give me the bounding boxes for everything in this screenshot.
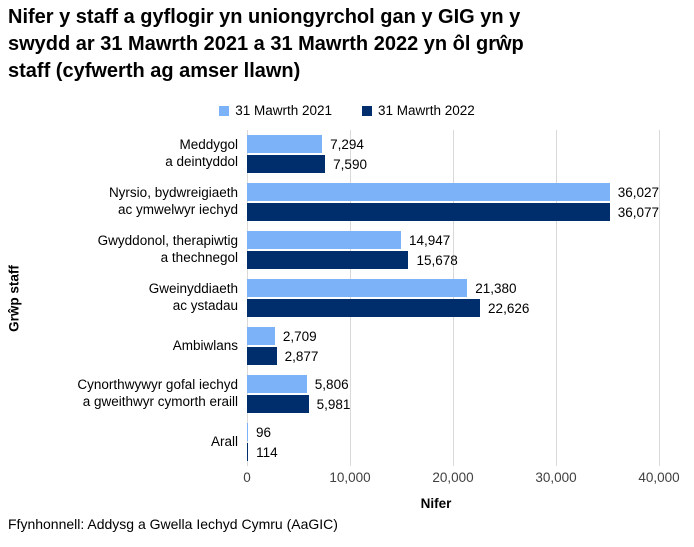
bar-group: 7,294 7,590	[247, 130, 659, 178]
bar-31-mawrth-2021	[247, 327, 275, 345]
bar-line: 7,294	[247, 135, 659, 153]
bar-value-label: 36,027	[617, 184, 659, 200]
bar-line: 36,027	[247, 183, 659, 201]
x-axis-title: Nifer	[420, 496, 452, 511]
source-note: Ffynhonnell: Addysg a Gwella Iechyd Cymr…	[8, 516, 338, 532]
legend-label: 31 Mawrth 2021	[235, 103, 332, 118]
legend-item-2: 31 Mawrth 2022	[362, 103, 475, 118]
bar-line: 5,806	[247, 375, 659, 393]
bar-31-mawrth-2021	[247, 231, 401, 249]
chart-title: Nifer y staff a gyflogir yn uniongyrchol…	[8, 6, 524, 82]
bar-31-mawrth-2022	[247, 251, 409, 269]
bar-group: 5,806 5,981	[247, 370, 659, 418]
bar-group: 96 114	[247, 418, 659, 466]
bar-value-label: 7,590	[333, 156, 367, 172]
bar-line: 2,709	[247, 327, 659, 345]
bar-31-mawrth-2022	[247, 395, 309, 413]
gridline	[556, 130, 557, 466]
bar-value-label: 5,981	[316, 396, 351, 412]
category-label: Cynorthwywyr gofal iechyd a gweithwyr cy…	[77, 377, 238, 409]
bar-value-label: 14,947	[408, 232, 451, 248]
bar-31-mawrth-2022	[247, 347, 277, 365]
legend-swatch-icon	[362, 105, 372, 116]
bar-line: 21,380	[247, 279, 659, 297]
bar-group: 21,380 22,626	[247, 274, 659, 322]
gridline	[453, 130, 454, 466]
bar-31-mawrth-2021	[247, 183, 610, 201]
bar-line: 14,947	[247, 231, 659, 249]
bar-line: 2,877	[247, 347, 659, 365]
bar-line: 114	[247, 443, 659, 461]
bar-value-label: 5,806	[314, 376, 349, 392]
bar-value-label: 21,380	[475, 280, 517, 296]
bar-31-mawrth-2021	[247, 375, 307, 393]
bar-line: 5,981	[247, 395, 659, 413]
legend-swatch-icon	[219, 105, 230, 116]
bar-group: 36,027 36,077	[247, 178, 659, 226]
category-label: Meddygol a deintyddol	[165, 137, 238, 169]
gridline	[350, 130, 351, 466]
bar-value-label: 22,626	[488, 300, 530, 316]
category-labels: Meddygol a deintyddol Nyrsio, bydwreigiae…	[26, 130, 238, 466]
gridline	[659, 130, 660, 466]
legend: 31 Mawrth 2021 31 Mawrth 2022	[0, 103, 694, 118]
bar-value-label: 2,709	[282, 328, 317, 344]
category-label: Ambiwlans	[172, 337, 238, 353]
bar-value-label: 36,077	[617, 204, 659, 220]
x-tick-label: 40,000	[638, 470, 680, 485]
category-label: Gwyddonol, therapiwtig a thechnegol	[97, 233, 238, 265]
chart-area: Grŵp staff Meddygol a deintyddol Nyrsio, …	[0, 130, 694, 466]
bar-line: 7,590	[247, 155, 659, 173]
bar-group: 2,709 2,877	[247, 322, 659, 370]
y-axis-title: Grŵp staff	[6, 265, 22, 332]
legend-item-1: 31 Mawrth 2021	[219, 103, 332, 118]
bar-group: 14,947 15,678	[247, 226, 659, 274]
bar-line: 22,626	[247, 299, 659, 317]
plot-rows: 7,294 7,590 36,027 36,077 14,947 15,678 21,380…	[247, 130, 659, 466]
bar-line: 96	[247, 423, 659, 441]
plot-area: 7,294 7,590 36,027 36,077 14,947 15,678 21,380…	[247, 130, 660, 466]
gridline	[247, 130, 248, 466]
x-tick-label: 0	[243, 470, 251, 485]
bar-31-mawrth-2022	[247, 443, 249, 461]
bar-value-label: 114	[256, 444, 278, 460]
category-label: Arall	[210, 433, 238, 449]
x-tick-label: 10,000	[329, 470, 371, 485]
category-label: Gweinyddiaeth ac ystadau	[148, 281, 238, 313]
bar-31-mawrth-2021	[247, 423, 248, 441]
bar-31-mawrth-2022	[247, 203, 610, 221]
bar-line: 15,678	[247, 251, 659, 269]
x-axis-ticks: 0 10,000 20,000 30,000 40,000	[243, 470, 679, 486]
bar-31-mawrth-2022	[247, 155, 326, 173]
bar-value-label: 96	[256, 424, 272, 440]
bar-value-label: 7,294	[330, 136, 364, 152]
bar-value-label: 2,877	[284, 348, 319, 364]
x-tick-label: 30,000	[535, 470, 577, 485]
bar-value-label: 15,678	[416, 252, 458, 268]
legend-label: 31 Mawrth 2022	[378, 103, 475, 118]
bar-31-mawrth-2022	[247, 299, 481, 317]
bar-line: 36,077	[247, 203, 659, 221]
category-label: Nyrsio, bydwreigiaeth ac ymwelwyr iechyd	[108, 185, 238, 217]
bar-31-mawrth-2021	[247, 279, 468, 297]
x-tick-label: 20,000	[432, 470, 474, 485]
bar-31-mawrth-2021	[247, 135, 323, 153]
